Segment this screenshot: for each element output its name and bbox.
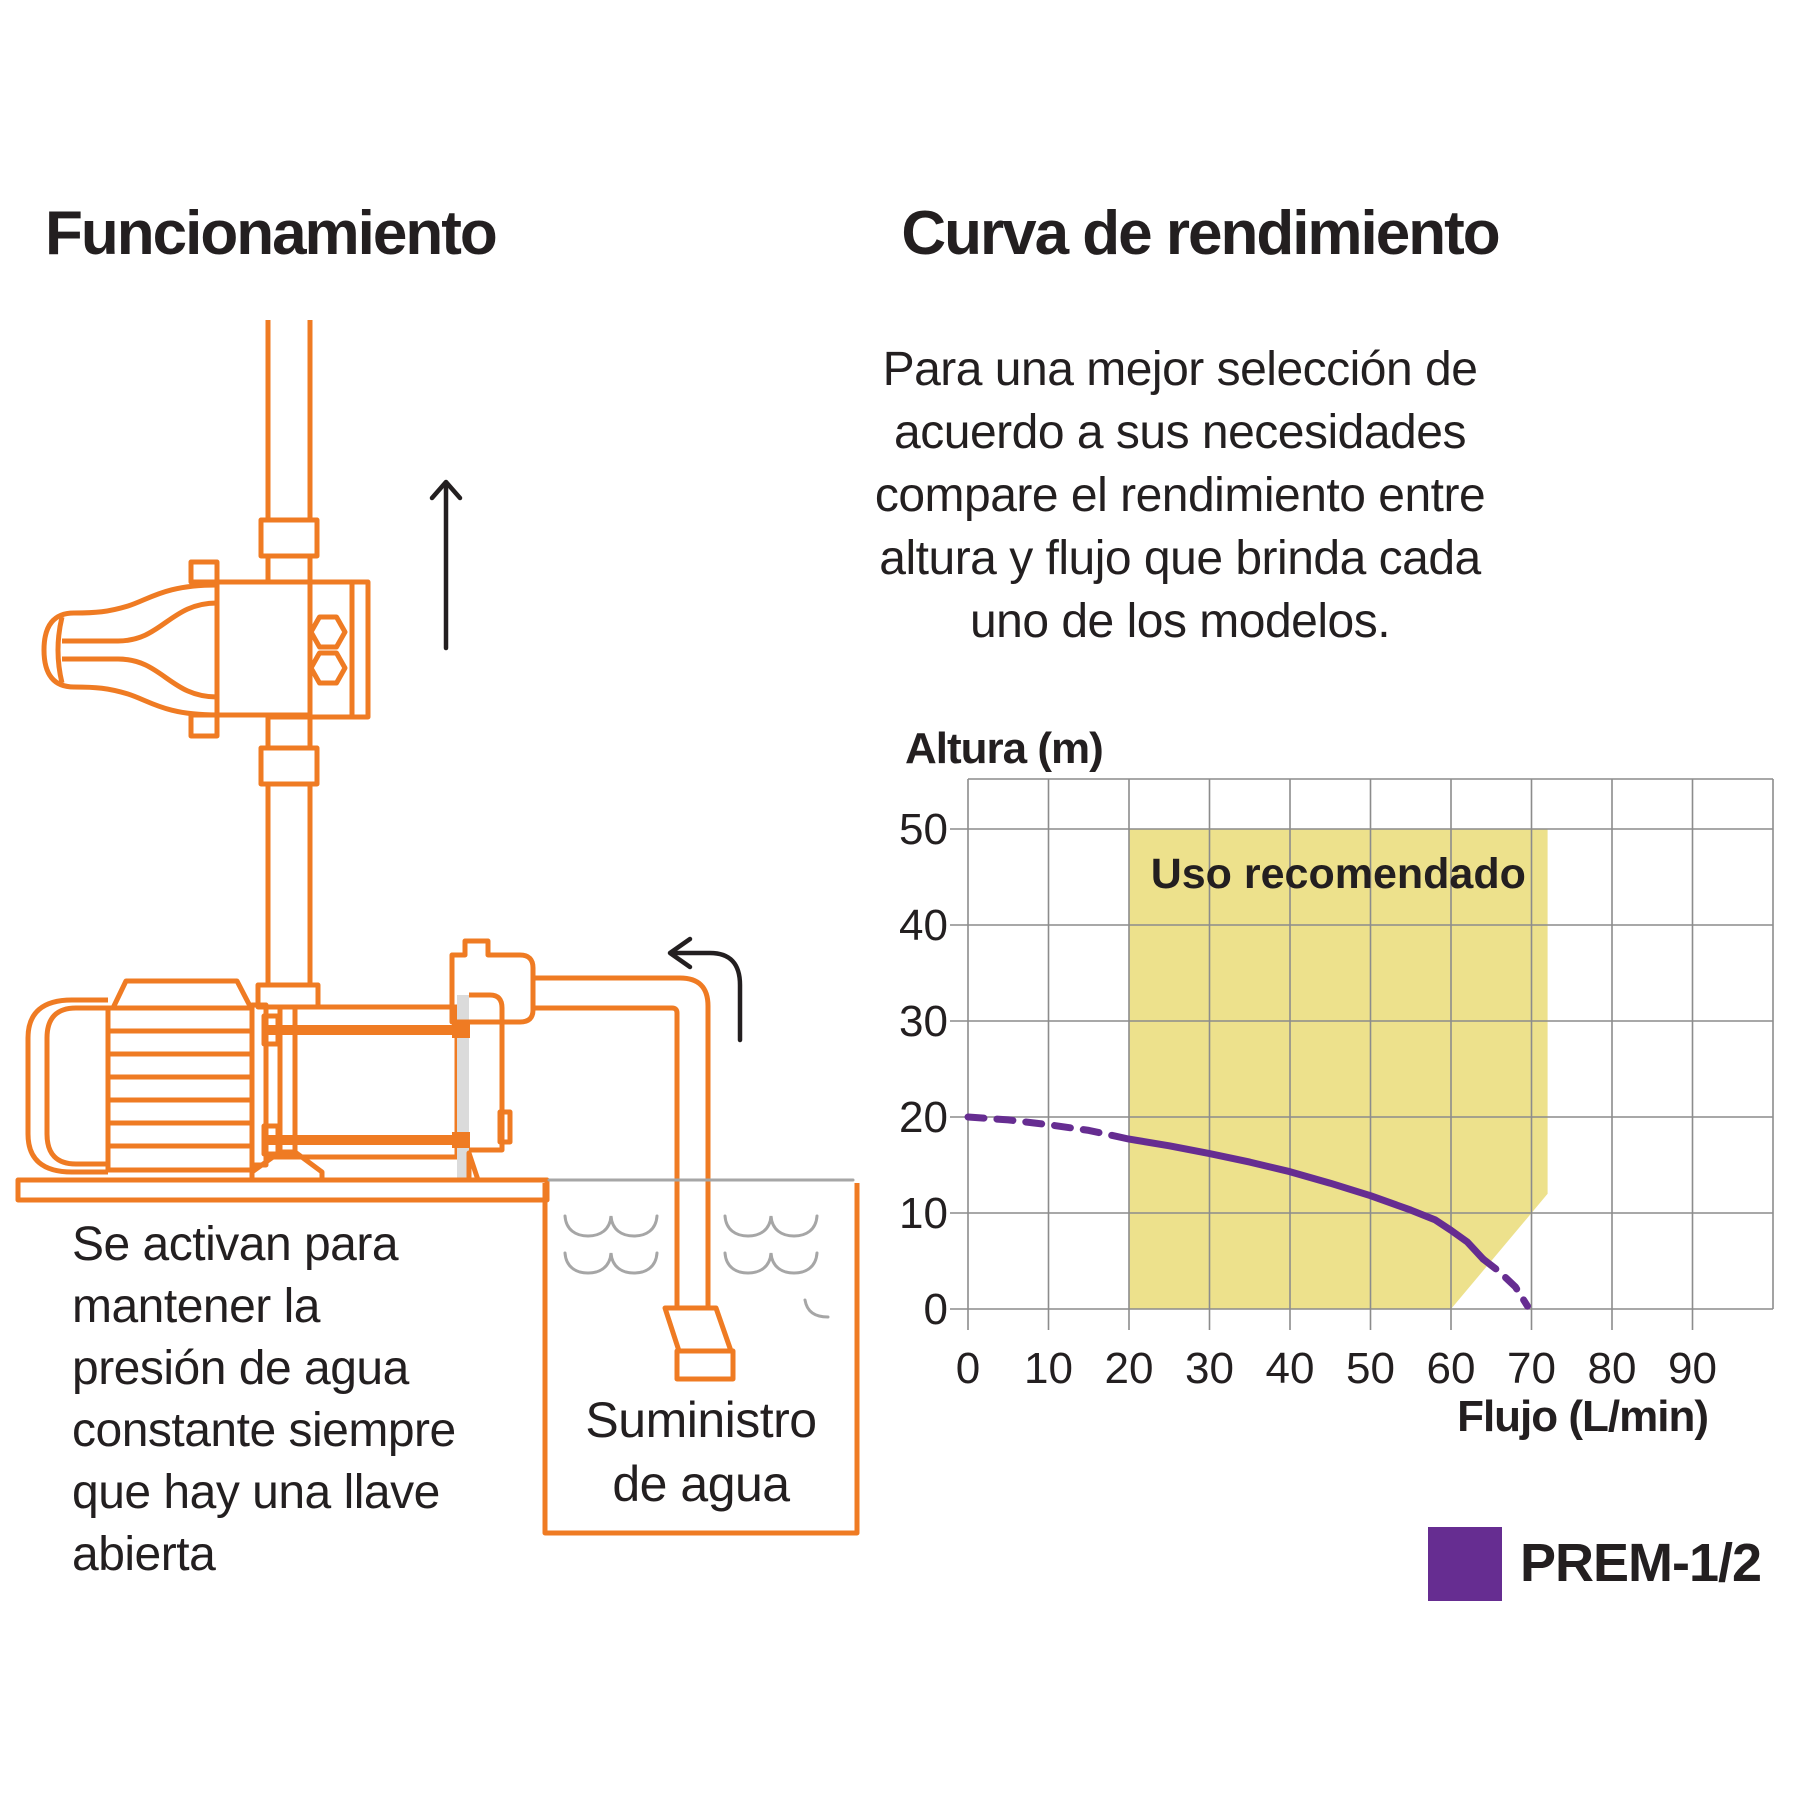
performance-chart: 0 10 20 30 40 50 60 70 80 90 0 10 20 30 40 50 Uso recome… [899, 778, 1774, 1393]
y-tick-label: 50 [899, 805, 948, 854]
text-line: abierta [72, 1528, 216, 1581]
x-tick-label: 50 [1346, 1344, 1395, 1393]
text-line: compare el rendimiento entre [874, 469, 1486, 522]
x-tick-label: 0 [956, 1344, 980, 1393]
foot-valve [662, 1305, 734, 1354]
y-tick-label: 30 [899, 997, 948, 1046]
x-tick-label: 80 [1588, 1344, 1637, 1393]
x-tick-label: 70 [1507, 1344, 1556, 1393]
performance-curve [1479, 1255, 1531, 1310]
suction-pipe [449, 938, 736, 1382]
pump-caption: Se activan para mantener la presión de agu… [72, 1214, 542, 1586]
hex-nut-icon [308, 614, 348, 650]
text-line: altura y flujo que brinda cada [879, 532, 1481, 585]
hex-nut-icon [308, 650, 348, 686]
pump-illustration [15, 320, 860, 1536]
y-tick-label: 10 [899, 1189, 948, 1238]
y-tick-label: 40 [899, 901, 948, 950]
strainer [674, 1348, 736, 1382]
chart-intro: Para una mejor selección de acuerdo a sus… [830, 338, 1530, 653]
x-axis-label: Flujo (L/min) [1457, 1392, 1709, 1441]
x-tick-label: 60 [1427, 1344, 1476, 1393]
text-line: uno de los modelos. [969, 595, 1391, 648]
recommended-region [1129, 829, 1548, 1309]
pressure-switch [41, 559, 371, 985]
suction-arrow-icon [667, 936, 743, 1043]
text-line: que hay una llave [72, 1466, 440, 1519]
left-title: Funcionamiento [45, 199, 498, 268]
performance-curve [964, 1113, 1133, 1143]
recommended-region-label: Uso recomendado [1151, 850, 1526, 898]
text-line: Para una mejor selección de [882, 343, 1478, 396]
legend-swatch [1428, 1527, 1502, 1601]
chart-title: Curva de rendimiento [901, 199, 1500, 268]
platform [15, 1177, 550, 1203]
x-tick-label: 90 [1668, 1344, 1717, 1393]
pump-body [25, 978, 513, 1183]
tank-label: Suministro de agua [545, 1388, 857, 1516]
text-line: de agua [612, 1456, 790, 1512]
text-line: Suministro [585, 1392, 817, 1448]
performance-curve [1125, 1135, 1487, 1263]
y-axis-label: Altura (m) [905, 724, 1104, 773]
text-line: presión de agua [72, 1342, 409, 1395]
legend-label: PREM-1/2 [1520, 1533, 1762, 1593]
x-tick-label: 20 [1105, 1344, 1154, 1393]
water-tank [542, 1178, 860, 1536]
x-tick-label: 30 [1185, 1344, 1234, 1393]
x-tick-label: 40 [1266, 1344, 1315, 1393]
x-tick-label: 10 [1024, 1344, 1073, 1393]
text-line: constante siempre [72, 1404, 456, 1457]
text-line: acuerdo a sus necesidades [894, 406, 1466, 459]
discharge-pipe [258, 320, 320, 585]
text-line: mantener la [72, 1280, 320, 1333]
y-tick-label: 0 [924, 1285, 948, 1334]
water-waves-icon [563, 1214, 830, 1319]
text-line: Se activan para [72, 1218, 399, 1271]
y-tick-label: 20 [899, 1093, 948, 1142]
up-arrow-icon [429, 479, 463, 651]
